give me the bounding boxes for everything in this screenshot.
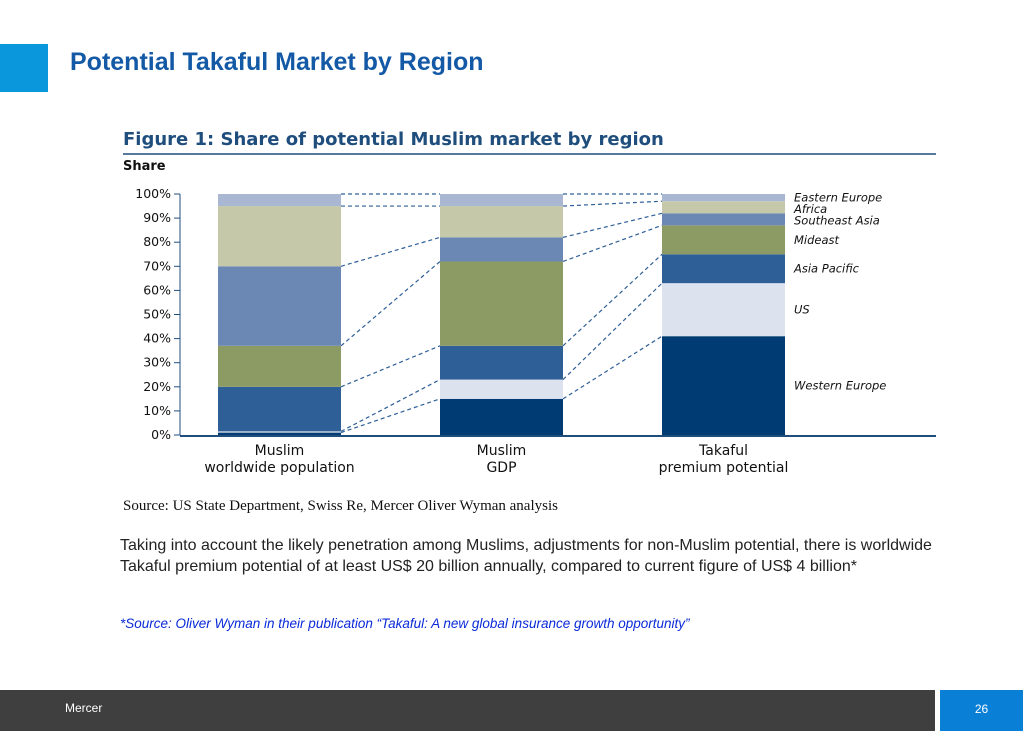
category-label: GDP bbox=[486, 460, 516, 476]
y-tick-label: 40% bbox=[143, 331, 171, 346]
y-tick-label: 30% bbox=[143, 355, 171, 370]
category-label: Muslim bbox=[477, 443, 527, 459]
bar-segment-mideast bbox=[662, 225, 785, 255]
footer-label: Mercer bbox=[65, 701, 103, 715]
bar-segment-asia-pacific bbox=[218, 386, 341, 432]
body-text: Taking into account the likely penetrati… bbox=[120, 537, 932, 575]
bar-segment-africa bbox=[662, 201, 785, 214]
y-tick-label: 70% bbox=[143, 258, 171, 273]
chart-source: Source: US State Department, Swiss Re, M… bbox=[123, 498, 558, 514]
category-label: premium potential bbox=[659, 460, 789, 476]
bar-segment-mideast bbox=[440, 261, 563, 346]
chart-title: Figure 1: Share of potential Muslim mark… bbox=[123, 129, 664, 150]
connector-line bbox=[340, 236, 441, 267]
footer-bar: Mercer bbox=[0, 690, 935, 731]
bar-segment-western-europe bbox=[218, 432, 341, 435]
bar-segment-southeast-asia bbox=[218, 266, 341, 346]
connector-line bbox=[340, 379, 441, 432]
legend-label: Africa bbox=[793, 202, 827, 216]
legend-label: US bbox=[794, 303, 810, 317]
connector-lines bbox=[340, 193, 663, 434]
y-tick-label: 10% bbox=[143, 403, 171, 418]
page-number-box: 26 bbox=[940, 690, 1023, 731]
bar-segment-us bbox=[662, 283, 785, 337]
bar-segment-eastern-europe bbox=[218, 194, 341, 207]
connector-line bbox=[340, 398, 441, 434]
accent-block bbox=[0, 44, 48, 92]
legend-label: Asia Pacific bbox=[793, 262, 860, 276]
connector-line bbox=[562, 200, 663, 207]
connector-line bbox=[340, 261, 441, 347]
bar-segment-africa bbox=[218, 206, 341, 267]
bar-segment-asia-pacific bbox=[440, 345, 563, 380]
y-tick-label: 100% bbox=[135, 186, 171, 201]
connector-line bbox=[340, 345, 441, 388]
bar-segment-us bbox=[440, 379, 563, 399]
connector-line bbox=[562, 253, 663, 347]
bar-segment-eastern-europe bbox=[662, 194, 785, 202]
y-ticks: 0% 10% 20% 30% 40% 50% 60% 70% 80% 90% 100% bbox=[135, 186, 181, 442]
y-tick-label: 90% bbox=[143, 210, 171, 225]
y-tick-label: 0% bbox=[151, 427, 171, 442]
category-label: Takaful bbox=[698, 443, 748, 459]
bar-segment-western-europe bbox=[440, 398, 563, 435]
connector-line bbox=[562, 282, 663, 380]
y-tick-label: 50% bbox=[143, 307, 171, 322]
page-number: 26 bbox=[974, 702, 989, 716]
legend-label: Mideast bbox=[794, 233, 840, 247]
bar-segment-western-europe bbox=[662, 336, 785, 435]
slide-title: Potential Takaful Market by Region bbox=[70, 48, 484, 76]
bar-segment-africa bbox=[440, 206, 563, 238]
connector-line bbox=[562, 335, 663, 400]
legend-label: Southeast Asia bbox=[794, 214, 880, 228]
y-axis-label: Share bbox=[123, 159, 166, 174]
bars bbox=[218, 194, 785, 435]
y-tick-label: 20% bbox=[143, 379, 171, 394]
connector-line bbox=[562, 212, 663, 238]
connector-line bbox=[562, 224, 663, 263]
bar-segment-eastern-europe bbox=[440, 194, 563, 207]
stacked-bar-chart: Figure 1: Share of potential Muslim mark… bbox=[123, 129, 936, 514]
bar-segment-mideast bbox=[218, 345, 341, 387]
legend-label: Western Europe bbox=[794, 379, 886, 393]
y-tick-label: 60% bbox=[143, 282, 171, 297]
bar-segment-asia-pacific bbox=[662, 254, 785, 284]
category-label: worldwide population bbox=[204, 460, 354, 476]
category-label: Muslim bbox=[255, 443, 305, 459]
bar-segment-us bbox=[218, 431, 341, 433]
source-note: *Source: Oliver Wyman in their publicati… bbox=[120, 616, 690, 631]
y-tick-label: 80% bbox=[143, 234, 171, 249]
bar-segment-southeast-asia bbox=[662, 213, 785, 226]
legend-label: Eastern Europe bbox=[794, 191, 882, 205]
bar-segment-southeast-asia bbox=[440, 237, 563, 262]
